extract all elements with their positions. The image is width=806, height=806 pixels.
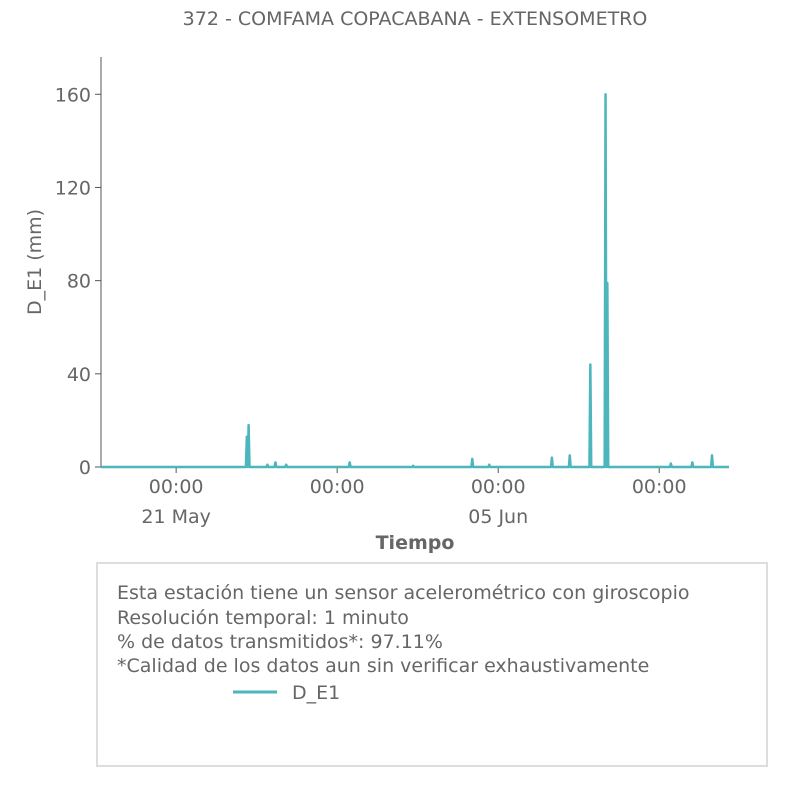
y-tick-label: 120: [55, 177, 91, 199]
info-box: [96, 562, 768, 767]
y-tick-label: 80: [67, 271, 91, 293]
info-line: % de datos transmitidos*: 97.11%: [117, 631, 443, 653]
x-axis-label: Tiempo: [376, 532, 455, 554]
x-tick-label: 00:00: [310, 476, 365, 498]
legend-label: D_E1: [292, 682, 340, 704]
x-tick-label: 00:00 05 Jun: [468, 476, 528, 528]
x-tick-label: 00:00 21 May: [141, 476, 211, 528]
y-tick-label: 0: [79, 457, 91, 479]
info-line: *Calidad de los datos aun sin verificar …: [117, 655, 649, 677]
data-line: [101, 93, 729, 469]
info-line: Esta estación tiene un sensor aceleromét…: [117, 582, 690, 604]
y-tick-label: 160: [55, 84, 91, 106]
y-axis-label: D_E1 (mm): [24, 209, 46, 315]
y-tick-label: 40: [67, 364, 91, 386]
chart-title: 372 - COMFAMA COPACABANA - EXTENSOMETRO: [183, 8, 648, 30]
x-tick-label: 00:00: [632, 476, 687, 498]
info-line: Resolución temporal: 1 minuto: [117, 607, 409, 629]
